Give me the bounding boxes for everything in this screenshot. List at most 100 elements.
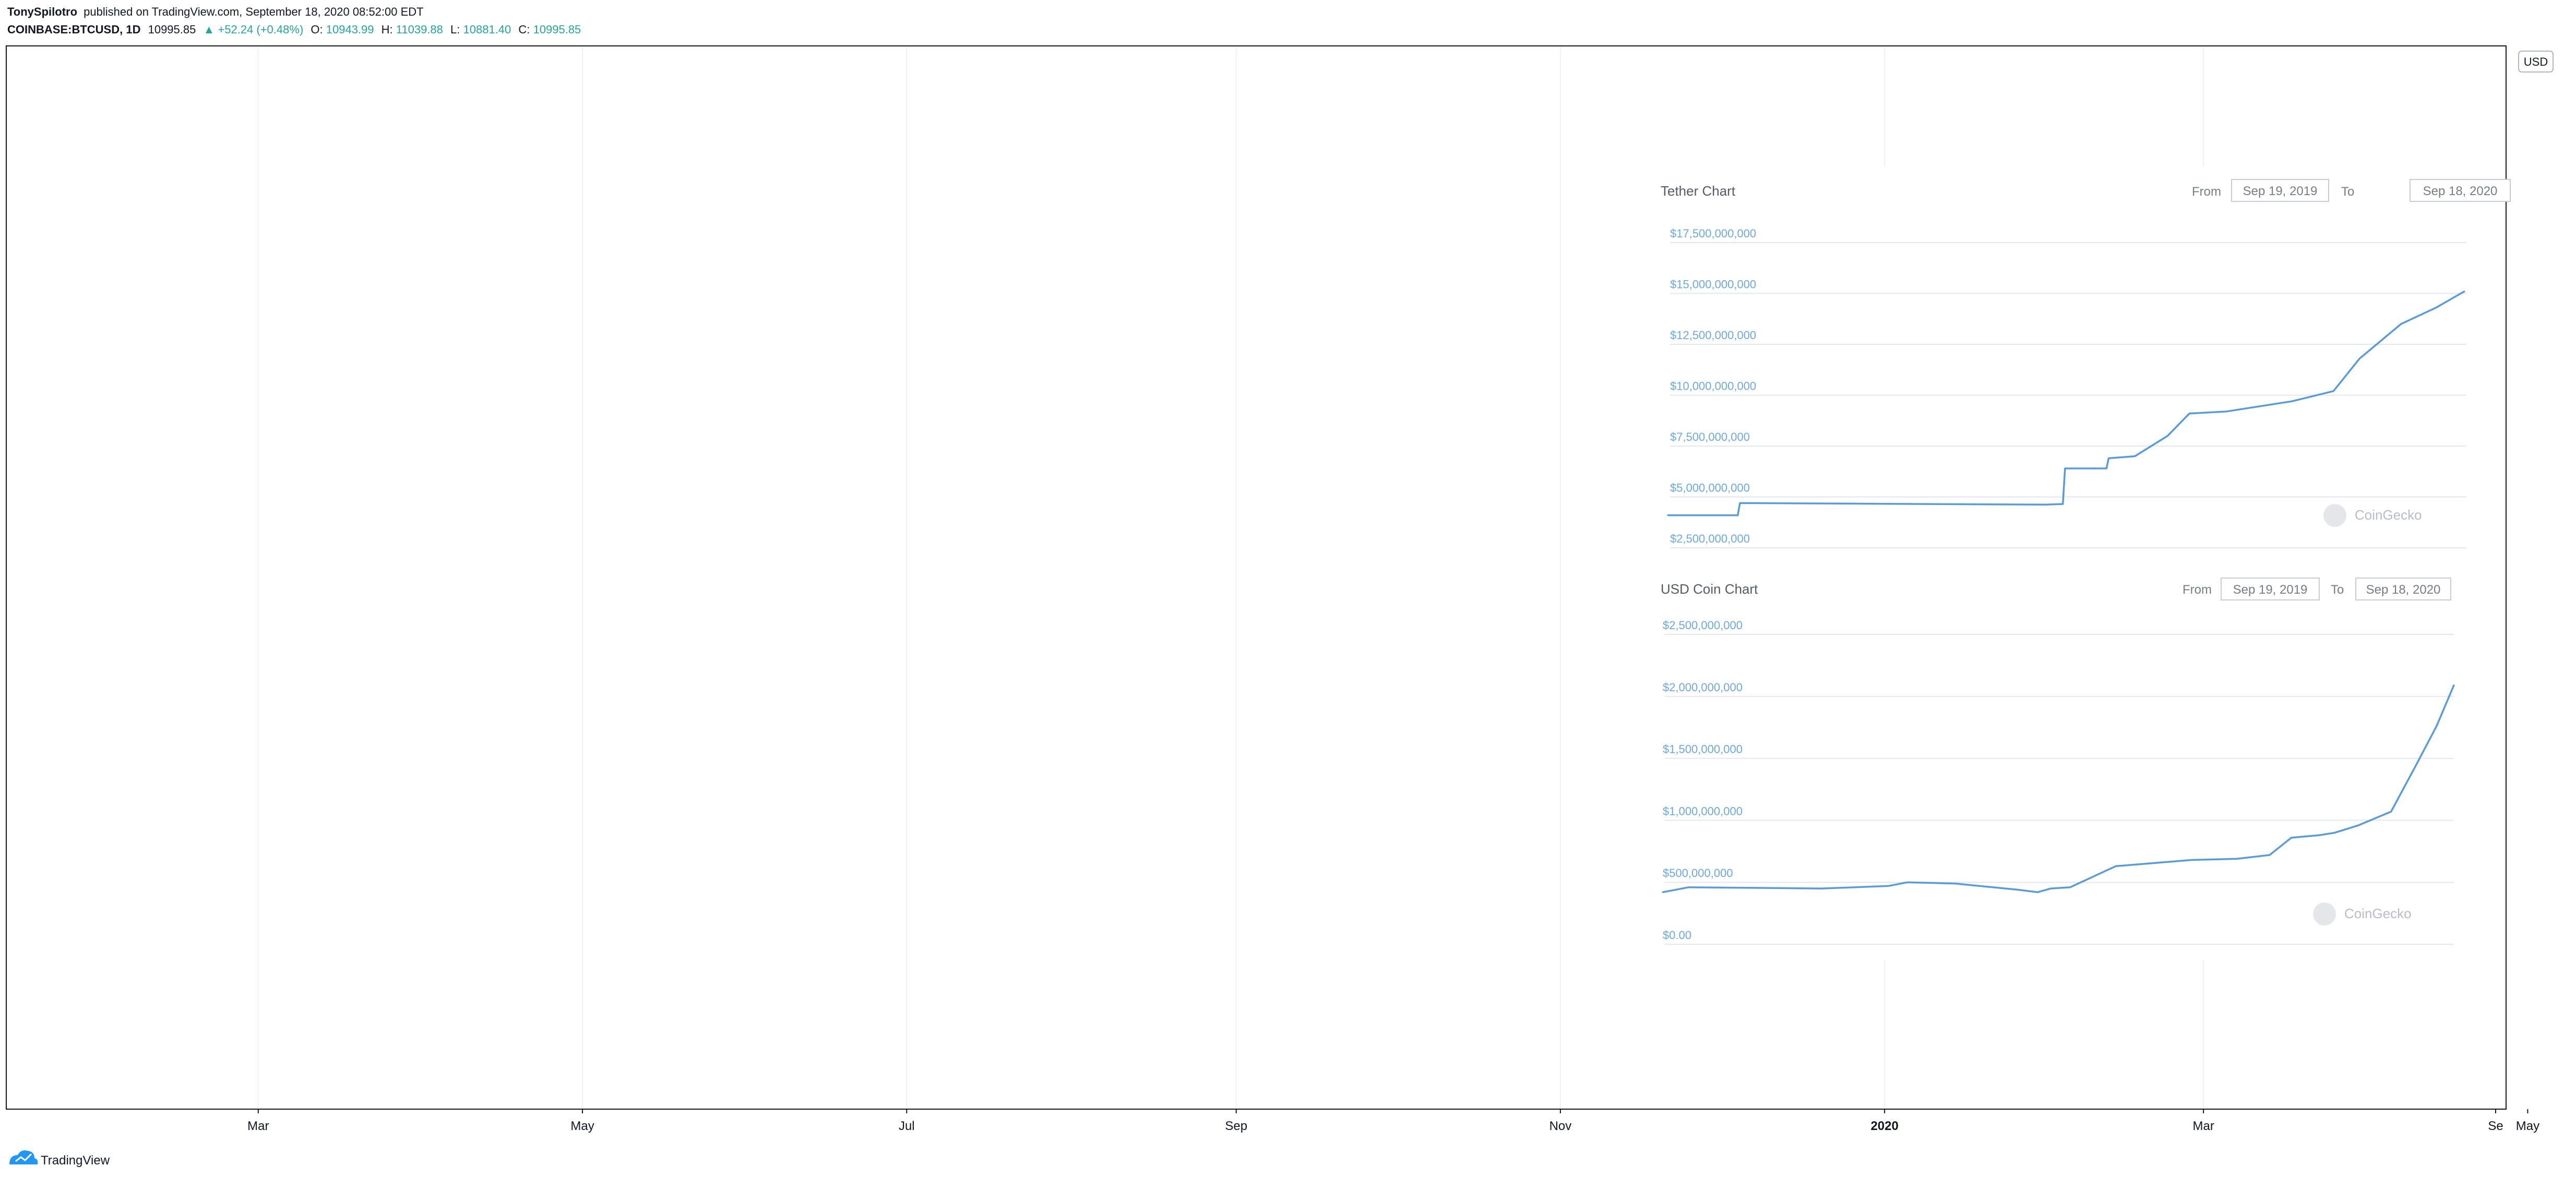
- tradingview-logo[interactable]: TradingView: [9, 1150, 110, 1168]
- market-cap-point: [2225, 411, 2227, 413]
- market-cap-point: [1739, 502, 1741, 504]
- close-label: C:: [518, 23, 530, 36]
- market-cap-point: [2416, 762, 2418, 764]
- overlay-title: USD Coin Chart: [1661, 581, 1758, 597]
- tradingview-cloud-icon: [9, 1150, 38, 1164]
- market-cap-point: [2357, 824, 2359, 826]
- price-axis[interactable]: 17000.0016000.0014800.0013600.0012800.00…: [2501, 0, 2557, 73]
- market-cap-point: [1820, 887, 1822, 889]
- market-cap-point: [2062, 503, 2064, 505]
- market-cap-point: [2390, 811, 2392, 813]
- market-cap-point: [2436, 725, 2438, 727]
- market-cap-point: [2236, 858, 2238, 860]
- to-date-input[interactable]: [2410, 179, 2511, 202]
- open-value: 10943.99: [326, 23, 374, 36]
- from-label: From: [2192, 185, 2221, 199]
- overlay-y-label: $0.00: [1663, 929, 1691, 942]
- svg-text:TonySpilotro published o: TonySpilotro published on TradingView.co…: [7, 5, 424, 18]
- overlay-y-label: $17,500,000,000: [1670, 227, 1756, 240]
- publisher-name[interactable]: TonySpilotro: [7, 5, 77, 18]
- overlay-y-label: $1,500,000,000: [1663, 743, 1743, 756]
- tether-chart: Tether Chart From Sep 19, 2019 To Sep 18, 20…: [1661, 179, 2511, 548]
- high-label: H:: [381, 23, 393, 36]
- time-tick-label: Jul: [899, 1119, 915, 1133]
- market-cap-point: [1737, 514, 1739, 516]
- open-label: O:: [311, 23, 323, 36]
- overlay-y-label: $10,000,000,000: [1670, 380, 1756, 393]
- time-tick-label: Se: [2488, 1119, 2503, 1133]
- from-date-input[interactable]: [2221, 578, 2320, 600]
- time-axis[interactable]: MarMayJulSepNov2020MarMayJulSepNov2021Ma…: [247, 1109, 2576, 1133]
- from-date-input[interactable]: [2231, 179, 2329, 202]
- market-cap-point: [2044, 503, 2046, 506]
- overlay-backdrop: [1639, 167, 2474, 960]
- market-cap-point: [1906, 881, 1909, 883]
- market-cap-point: [2334, 832, 2336, 834]
- chart-header: TonySpilotro published on TradingView.co…: [7, 5, 581, 36]
- usd-coin-chart: USD Coin Chart From Sep 19, 2019 To Sep 18, …: [1661, 578, 2455, 945]
- currency-button[interactable]: USD: [2518, 51, 2554, 73]
- overlay-y-label: $5,000,000,000: [1670, 482, 1750, 495]
- market-cap-point: [2166, 435, 2168, 437]
- market-cap-point: [2358, 357, 2360, 359]
- overlay-y-label: $12,500,000,000: [1670, 329, 1756, 342]
- currency-button-label: USD: [2524, 55, 2548, 68]
- overlay-y-label: $1,000,000,000: [1663, 804, 1743, 818]
- market-cap-point: [2463, 291, 2465, 293]
- market-cap-point: [1924, 503, 1926, 505]
- overlay-y-label: $2,000,000,000: [1663, 681, 1743, 694]
- market-cap-line: [1668, 291, 2465, 516]
- low-label: L:: [450, 23, 460, 36]
- market-cap-point: [2290, 837, 2292, 839]
- market-cap-point: [2049, 887, 2052, 889]
- coingecko-icon: [2313, 903, 2336, 925]
- svg-text:COINBASE:BTCUSD, 1D 1099: COINBASE:BTCUSD, 1D 10995.85 ▲ +52.24 (+…: [7, 23, 581, 36]
- from-date-value: Sep 19, 2019: [2243, 184, 2318, 198]
- market-cap-point: [2105, 467, 2107, 470]
- time-tick-label: 2020: [1870, 1119, 1898, 1133]
- change-value: ▲ +52.24 (+0.48%): [203, 23, 303, 36]
- market-cap-point: [1755, 887, 1757, 889]
- stablecoin-overlays: Tether Chart From Sep 19, 2019 To Sep 18, 20…: [1639, 167, 2511, 960]
- market-cap-point: [2017, 888, 2019, 891]
- coingecko-watermark-text: CoinGecko: [2355, 507, 2422, 523]
- market-cap-point: [2453, 684, 2455, 686]
- market-cap-point: [2188, 413, 2190, 415]
- market-cap-point: [2064, 467, 2066, 470]
- market-cap-point: [2092, 467, 2094, 470]
- symbol-label[interactable]: COINBASE:BTCUSD, 1D: [7, 23, 140, 36]
- coingecko-icon: [2323, 504, 2346, 527]
- tradingview-brand: TradingView: [41, 1153, 110, 1168]
- time-tick-label: Mar: [247, 1119, 269, 1133]
- coingecko-watermark: CoinGecko: [2323, 504, 2422, 527]
- time-tick-label: Sep: [1225, 1119, 1247, 1133]
- market-cap-point: [1662, 891, 1664, 893]
- time-tick-label: Nov: [1549, 1119, 1572, 1133]
- chart-frame: [6, 45, 2507, 1110]
- high-value: 11039.88: [396, 23, 443, 36]
- market-cap-point: [1887, 885, 1889, 887]
- low-value: 10881.40: [463, 23, 511, 36]
- coingecko-watermark: CoinGecko: [2313, 903, 2412, 925]
- coingecko-watermark-text: CoinGecko: [2344, 906, 2412, 921]
- overlay-title: Tether Chart: [1661, 183, 1736, 199]
- time-tick-label: May: [2516, 1119, 2539, 1133]
- overlay-y-label: $7,500,000,000: [1670, 430, 1750, 443]
- market-cap-point: [2037, 891, 2039, 893]
- to-label: To: [2341, 185, 2354, 199]
- overlay-y-label: $500,000,000: [1663, 867, 1733, 880]
- market-cap-point: [2332, 390, 2334, 392]
- to-date-input[interactable]: [2355, 578, 2451, 600]
- last-value: 10995.85: [148, 23, 196, 36]
- overlay-y-label: $2,500,000,000: [1663, 619, 1743, 632]
- market-cap-point: [2318, 834, 2320, 836]
- market-cap-point: [2435, 307, 2437, 309]
- currency-button-bg: [2518, 51, 2554, 73]
- market-cap-point: [2115, 865, 2117, 867]
- to-date-value: Sep 18, 2020: [2366, 583, 2441, 597]
- from-date-value: Sep 19, 2019: [2233, 583, 2308, 597]
- time-tick-label: May: [570, 1119, 594, 1133]
- market-cap-point: [2291, 400, 2293, 402]
- close-value: 10995.85: [533, 23, 581, 36]
- market-cap-point: [2400, 323, 2402, 325]
